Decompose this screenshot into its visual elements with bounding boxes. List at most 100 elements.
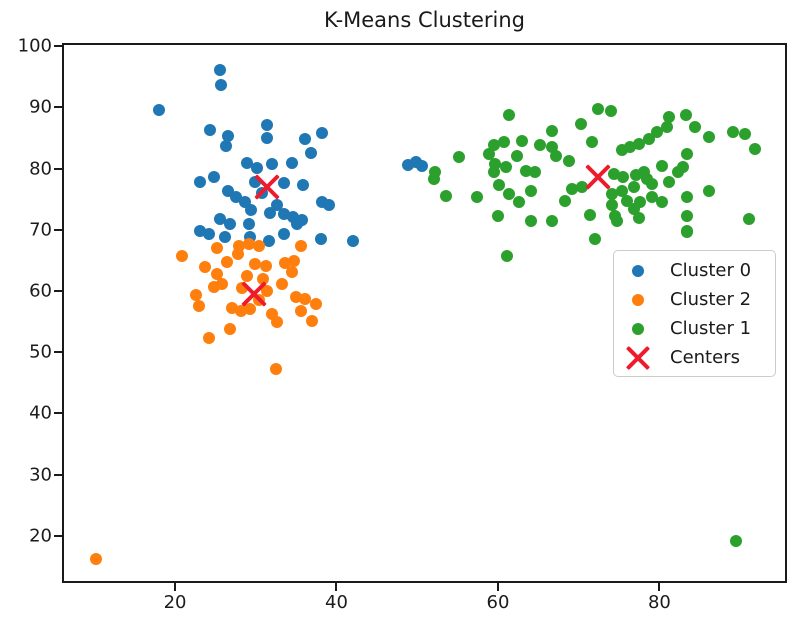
scatter-point-cluster-1 xyxy=(681,209,694,222)
scatter-point-cluster-1 xyxy=(524,214,537,227)
scatter-point-cluster-0 xyxy=(298,133,311,146)
scatter-point-cluster-1 xyxy=(739,127,752,140)
scatter-point-cluster-0 xyxy=(218,230,231,243)
scatter-point-cluster-0 xyxy=(245,203,258,216)
scatter-point-cluster-2 xyxy=(249,258,262,271)
scatter-point-cluster-2 xyxy=(259,260,272,273)
center-marker xyxy=(252,172,282,202)
scatter-point-cluster-1 xyxy=(662,111,675,124)
scatter-point-cluster-0 xyxy=(214,78,227,91)
scatter-point-cluster-0 xyxy=(415,160,428,173)
y-tick-mark xyxy=(54,45,62,48)
y-tick-label: 30 xyxy=(29,464,52,486)
scatter-point-cluster-1 xyxy=(662,176,675,189)
scatter-point-cluster-0 xyxy=(347,234,360,247)
scatter-point-cluster-1 xyxy=(565,182,578,195)
center-marker xyxy=(583,162,613,192)
scatter-point-cluster-1 xyxy=(502,109,515,122)
scatter-point-cluster-1 xyxy=(429,165,442,178)
scatter-point-cluster-1 xyxy=(615,144,628,157)
scatter-point-cluster-2 xyxy=(286,266,299,279)
scatter-point-cluster-1 xyxy=(681,191,694,204)
scatter-point-cluster-1 xyxy=(617,171,630,184)
scatter-point-cluster-1 xyxy=(637,166,650,179)
scatter-point-cluster-1 xyxy=(642,132,655,145)
scatter-point-cluster-0 xyxy=(242,217,255,230)
scatter-point-cluster-1 xyxy=(499,161,512,174)
scatter-point-cluster-1 xyxy=(749,143,762,156)
scatter-point-cluster-1 xyxy=(611,214,624,227)
scatter-point-cluster-1 xyxy=(498,136,510,149)
scatter-point-cluster-1 xyxy=(615,184,628,197)
scatter-point-cluster-1 xyxy=(487,166,500,179)
scatter-point-cluster-1 xyxy=(742,212,755,225)
scatter-point-cluster-0 xyxy=(315,127,328,140)
scatter-point-cluster-1 xyxy=(586,136,598,149)
scatter-point-cluster-0 xyxy=(204,124,217,137)
y-tick-label: 50 xyxy=(29,341,52,363)
legend-marker-cell xyxy=(614,293,661,306)
scatter-point-cluster-0 xyxy=(322,199,335,212)
y-tick-label: 70 xyxy=(29,219,52,241)
scatter-point-cluster-1 xyxy=(501,249,514,262)
scatter-point-cluster-0 xyxy=(277,207,290,220)
center-marker xyxy=(239,279,269,309)
scatter-point-cluster-0 xyxy=(203,228,216,241)
scatter-point-cluster-0 xyxy=(213,213,226,226)
legend-label: Cluster 2 xyxy=(670,289,752,310)
legend-row: Cluster 0 xyxy=(614,256,775,285)
scatter-point-cluster-1 xyxy=(534,139,547,152)
scatter-point-cluster-2 xyxy=(208,281,221,294)
scatter-point-cluster-2 xyxy=(294,240,307,253)
scatter-point-cluster-1 xyxy=(651,125,664,138)
scatter-point-cluster-1 xyxy=(491,209,504,222)
scatter-point-cluster-2 xyxy=(199,261,212,274)
scatter-point-cluster-2 xyxy=(252,240,265,253)
legend-row: Centers xyxy=(614,343,775,372)
scatter-point-cluster-1 xyxy=(471,191,484,204)
y-tick-mark xyxy=(54,167,62,170)
scatter-point-cluster-1 xyxy=(524,184,537,197)
scatter-point-cluster-1 xyxy=(592,102,605,115)
scatter-point-cluster-1 xyxy=(679,109,692,122)
scatter-point-cluster-1 xyxy=(632,211,645,224)
scatter-point-cluster-2 xyxy=(309,297,322,310)
x-tick-mark xyxy=(174,583,177,591)
scatter-point-cluster-1 xyxy=(656,196,669,209)
scatter-point-cluster-1 xyxy=(681,147,694,160)
scatter-point-cluster-0 xyxy=(153,103,166,116)
scatter-point-cluster-1 xyxy=(529,166,542,179)
legend-row: Cluster 1 xyxy=(614,314,775,343)
scatter-point-cluster-0 xyxy=(220,140,233,153)
scatter-point-cluster-1 xyxy=(512,196,525,209)
legend-marker-cell xyxy=(614,344,661,372)
scatter-point-cluster-0 xyxy=(241,156,254,169)
scatter-point-cluster-2 xyxy=(90,553,103,566)
legend-dot-icon xyxy=(631,264,644,277)
scatter-point-cluster-0 xyxy=(263,207,276,220)
scatter-point-cluster-2 xyxy=(224,323,237,336)
scatter-point-cluster-2 xyxy=(231,248,244,261)
legend-dot-icon xyxy=(631,322,644,335)
y-tick-label: 100 xyxy=(17,35,52,57)
scatter-point-cluster-1 xyxy=(589,233,602,246)
scatter-point-cluster-1 xyxy=(515,134,528,147)
scatter-point-cluster-1 xyxy=(519,164,532,177)
scatter-point-cluster-0 xyxy=(285,157,298,170)
scatter-point-cluster-0 xyxy=(213,64,226,77)
scatter-point-cluster-1 xyxy=(727,125,740,138)
scatter-point-cluster-1 xyxy=(549,149,562,162)
y-tick-mark xyxy=(54,106,62,109)
scatter-point-cluster-1 xyxy=(574,117,587,130)
scatter-point-cluster-1 xyxy=(546,124,559,137)
y-tick-label: 40 xyxy=(29,402,52,424)
scatter-point-cluster-0 xyxy=(296,179,309,192)
scatter-point-cluster-0 xyxy=(193,224,206,237)
x-tick-mark xyxy=(335,583,338,591)
legend-row: Cluster 2 xyxy=(614,285,775,314)
scatter-point-cluster-1 xyxy=(562,154,575,167)
scatter-point-cluster-1 xyxy=(604,104,617,117)
scatter-point-cluster-2 xyxy=(211,242,224,255)
scatter-point-cluster-1 xyxy=(584,209,597,222)
scatter-point-cluster-2 xyxy=(242,237,255,250)
